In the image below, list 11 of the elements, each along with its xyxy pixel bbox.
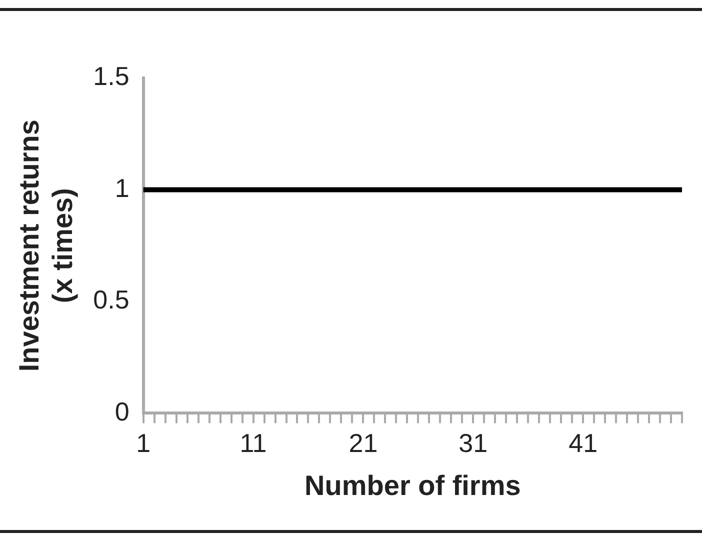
y-tick-label: 0: [114, 396, 130, 426]
x-axis-title: Number of firms: [304, 470, 521, 501]
y-tick-label: 1.5: [93, 61, 130, 92]
x-tick-label: 31: [458, 428, 488, 458]
x-tick-label: 1: [136, 428, 151, 458]
x-tick-label: 21: [348, 428, 378, 458]
y-axis-title: Investment returns (x times): [14, 120, 78, 372]
x-tick-label: 41: [568, 428, 598, 458]
y-tick-label: 1: [114, 172, 130, 203]
x-tick-label: 11: [240, 428, 267, 458]
y-tick-label: 0.5: [93, 284, 130, 315]
